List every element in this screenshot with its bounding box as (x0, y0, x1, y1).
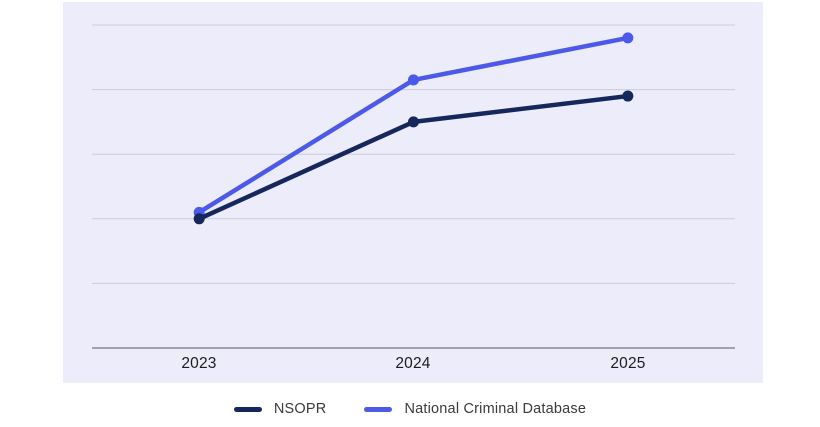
legend-label-nsopr: NSOPR (273, 401, 327, 417)
series-line-nsopr (196, 93, 631, 222)
data-point-nsopr (193, 213, 205, 225)
legend: NSOPR National Criminal Database (0, 398, 820, 420)
data-point-national-criminal-database (622, 32, 634, 44)
x-axis-tick-label-2025: 2025 (610, 355, 646, 372)
x-axis-tick-label-2024: 2024 (395, 355, 431, 372)
x-axis-tick-label-2023: 2023 (181, 355, 217, 372)
legend-item-national-criminal-database[interactable]: National Criminal Database (364, 401, 586, 417)
legend-swatch-nsopr-icon (233, 406, 262, 412)
data-point-national-criminal-database (408, 74, 419, 86)
legend-item-nsopr[interactable]: NSOPR (233, 401, 327, 417)
data-point-nsopr (622, 90, 634, 102)
line-chart (92, 24, 735, 349)
data-point-nsopr (408, 116, 419, 128)
legend-swatch-national-criminal-database-icon (364, 406, 393, 412)
plot-area (63, 2, 763, 383)
legend-label-national-criminal-database: National Criminal Database (404, 401, 587, 417)
